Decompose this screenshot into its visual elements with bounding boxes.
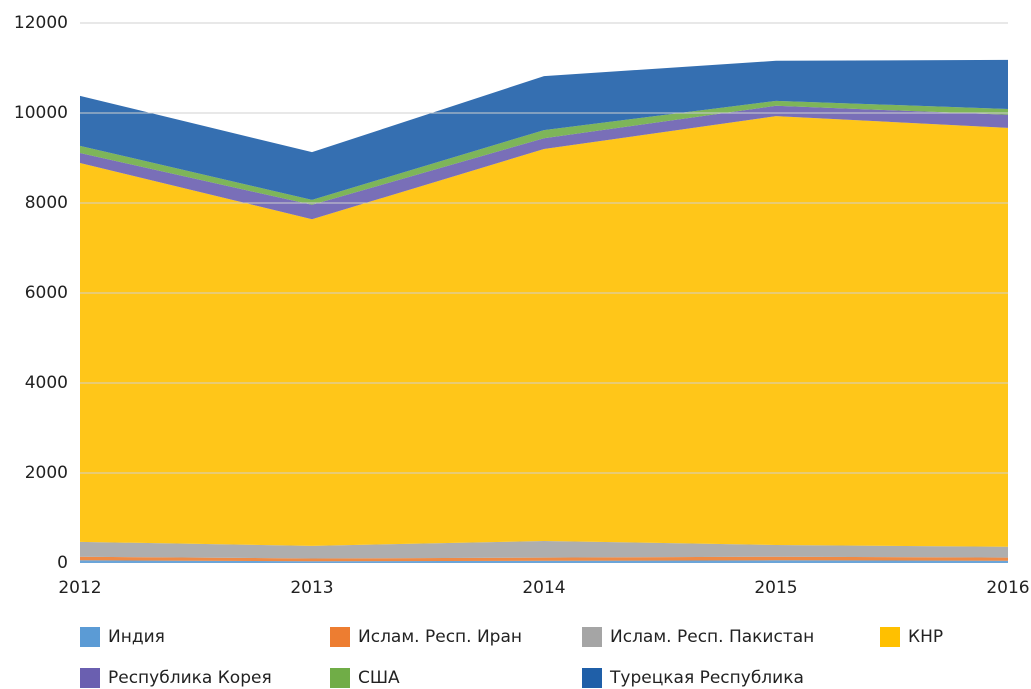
y-tick-label: 10000 bbox=[14, 103, 68, 123]
legend-swatch bbox=[582, 668, 602, 688]
legend-swatch bbox=[880, 627, 900, 647]
area bbox=[80, 556, 1008, 562]
x-tick-label: 2014 bbox=[522, 578, 565, 598]
x-tick-label: 2013 bbox=[290, 578, 333, 598]
legend-label: Ислам. Респ. Иран bbox=[358, 627, 522, 647]
legend-label: Республика Корея bbox=[108, 668, 272, 688]
legend-swatch bbox=[582, 627, 602, 647]
area bbox=[80, 59, 1008, 200]
x-tick-label: 2015 bbox=[754, 578, 797, 598]
legend-label: КНР bbox=[908, 627, 943, 647]
legend-swatch bbox=[80, 668, 100, 688]
y-tick-label: 8000 bbox=[25, 193, 68, 213]
y-tick-label: 2000 bbox=[25, 463, 68, 483]
y-tick-label: 12000 bbox=[14, 13, 68, 33]
legend-swatch bbox=[330, 627, 350, 647]
legend-label: Индия bbox=[108, 627, 165, 647]
legend-label: Ислам. Респ. Пакистан bbox=[610, 627, 814, 647]
legend-label: Турецкая Республика bbox=[609, 668, 804, 688]
area bbox=[80, 560, 1008, 563]
x-tick-label: 2012 bbox=[58, 578, 101, 598]
x-tick-label: 2016 bbox=[986, 578, 1029, 598]
y-tick-label: 0 bbox=[57, 553, 68, 573]
area bbox=[80, 116, 1008, 547]
area bbox=[80, 540, 1008, 559]
y-tick-label: 6000 bbox=[25, 283, 68, 303]
legend-label: США bbox=[358, 668, 400, 688]
y-tick-label: 4000 bbox=[25, 373, 68, 393]
area bbox=[80, 105, 1008, 220]
legend-swatch bbox=[330, 668, 350, 688]
legend-swatch bbox=[80, 627, 100, 647]
